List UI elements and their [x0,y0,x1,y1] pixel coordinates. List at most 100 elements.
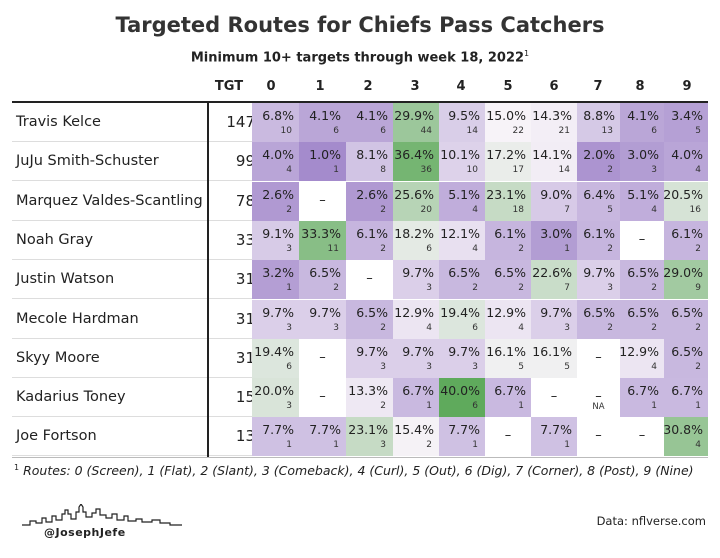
route-cell-7: 6.5% 2 [577,299,620,339]
route-cell-3: 15.4% 2 [393,417,439,457]
table-bottom-rule [12,457,708,458]
route-cell-2: 13.3% 2 [346,378,393,418]
empty-value: – [638,428,646,444]
route-cell-7: – NA [577,378,620,418]
empty-value: – [319,349,326,365]
route-target-count: 10 [280,126,292,136]
route-cell-3: 12.9% 4 [393,299,439,339]
route-cell-0: 19.4% 6 [252,338,299,378]
route-target-count: 2 [695,243,701,254]
route-cell-9: 20.5% 16 [663,181,708,221]
route-cell-1: 9.7% 3 [299,299,346,339]
route-cell-9: 3.4% 5 [664,103,708,142]
route-cell-1: – [299,181,346,221]
route-percentage: 6.5% [309,265,341,281]
column-header-9: 9 [682,79,692,94]
route-target-count: 2 [695,322,701,333]
route-percentage: 19.4% [254,343,294,359]
route-cell-0: 4.0% 4 [252,142,299,182]
route-cell-7: 6.1% 2 [577,220,620,260]
route-target-count: 2 [607,322,613,333]
route-cell-3: 9.7% 3 [393,338,439,378]
route-percentage: 30.8% [663,422,703,438]
route-cell-1: 7.7% 1 [299,417,346,457]
column-header-8: 8 [635,79,645,94]
route-cell-2: 6.1% 2 [346,220,393,260]
table-row: Travis Kelce 147 6.8% 10 4.1% 6 4.1% 6 29.9% 44 9.… [12,103,708,142]
route-percentage: 4.1% [627,108,659,123]
route-target-count: 3 [651,165,657,176]
chart-title: Targeted Routes for Chiefs Pass Catchers [115,13,605,37]
route-percentage: 5.1% [627,186,659,202]
route-percentage: 23.1% [348,422,388,438]
route-percentage: 40.0% [440,383,480,399]
route-target-count: 2 [426,440,432,451]
route-percentage: 8.8% [583,108,615,123]
route-percentage: 6.1% [671,225,703,241]
route-cell-8: – [620,220,664,260]
route-cell-0: 7.7% 1 [252,417,299,457]
route-target-count: 3 [564,322,570,333]
route-percentage: 6.7% [627,383,659,399]
route-cell-3: 29.9% 44 [393,103,439,142]
route-cell-4: 40.0% 6 [439,378,485,418]
route-cell-5: 6.5% 2 [485,260,531,300]
route-cell-1: – [299,378,346,418]
route-footnote: 1 Routes: 0 (Screen), 1 (Flat), 2 (Slant… [14,463,694,478]
route-cell-9: 6.1% 2 [664,220,708,260]
route-cell-8: 12.9% 4 [619,338,664,378]
empty-value: – [504,428,512,444]
empty-value: – [319,192,326,208]
target-count: 78 [235,191,255,210]
column-header-4: 4 [456,79,466,94]
route-percentage: 22.6% [532,265,572,281]
route-cell-6: 14.1% 14 [531,142,577,182]
route-target-count: 3 [426,283,432,294]
route-cell-8: 3.0% 3 [620,142,664,182]
route-percentage: 13.3% [348,383,388,399]
empty-value: – [595,428,602,444]
route-target-count: 3 [380,361,386,372]
route-cell-2: 23.1% 3 [346,417,393,457]
route-cell-8: – [620,417,664,457]
route-target-count: 2 [651,322,657,333]
route-percentage: 3.2% [262,265,294,281]
route-target-count: 21 [558,126,570,136]
route-cell-0: 2.6% 2 [252,181,299,221]
column-header-3: 3 [410,79,420,94]
route-target-count: 1 [564,440,570,451]
chart-subtitle: Minimum 10+ targets through week 18, 202… [0,49,720,65]
route-target-count: 1 [564,243,570,254]
na-label: NA [592,402,605,413]
target-count: 15 [235,388,255,407]
route-percentage: 18.2% [394,225,434,241]
skyline-logo [22,504,182,526]
route-percentage: 29.9% [394,108,434,123]
route-cell-3: 36.4% 36 [393,142,439,182]
route-percentage: 7.7% [540,422,572,438]
route-cell-5: 17.2% 17 [485,142,531,182]
table-row: Justin Watson 31 3.2% 1 6.5% 2–9.7% 3 6.5% 2 6.5%… [12,260,708,300]
route-target-count: 4 [695,165,701,176]
route-target-count: 22 [512,126,524,136]
route-percentage: 12.9% [486,304,526,320]
target-count: 13 [235,427,255,446]
table-row: Noah Gray 33 9.1% 3 33.3% 11 6.1% 2 18.2% 6 12.1% 4… [12,220,708,260]
player-name: Justin Watson [16,271,115,288]
route-cell-9: 6.5% 2 [664,338,708,378]
route-cell-3: 18.2% 6 [393,220,439,260]
route-percentage: 6.5% [671,343,703,359]
target-count: 33 [235,230,255,249]
author-handle: @JosephJefe [44,526,126,539]
route-percentage: 12.9% [394,304,434,320]
route-percentage: 12.9% [619,343,659,359]
route-cell-4: 12.1% 4 [439,220,485,260]
route-cell-1: 1.0% 1 [299,142,346,182]
route-percentage: 9.7% [448,343,480,359]
route-cell-6: 9.7% 3 [531,299,577,339]
route-cell-2: 9.7% 3 [346,338,393,378]
route-target-count: 5 [607,204,613,215]
route-target-count: 6 [472,322,478,333]
route-target-count: 4 [651,204,657,215]
route-percentage: 15.0% [486,108,526,123]
